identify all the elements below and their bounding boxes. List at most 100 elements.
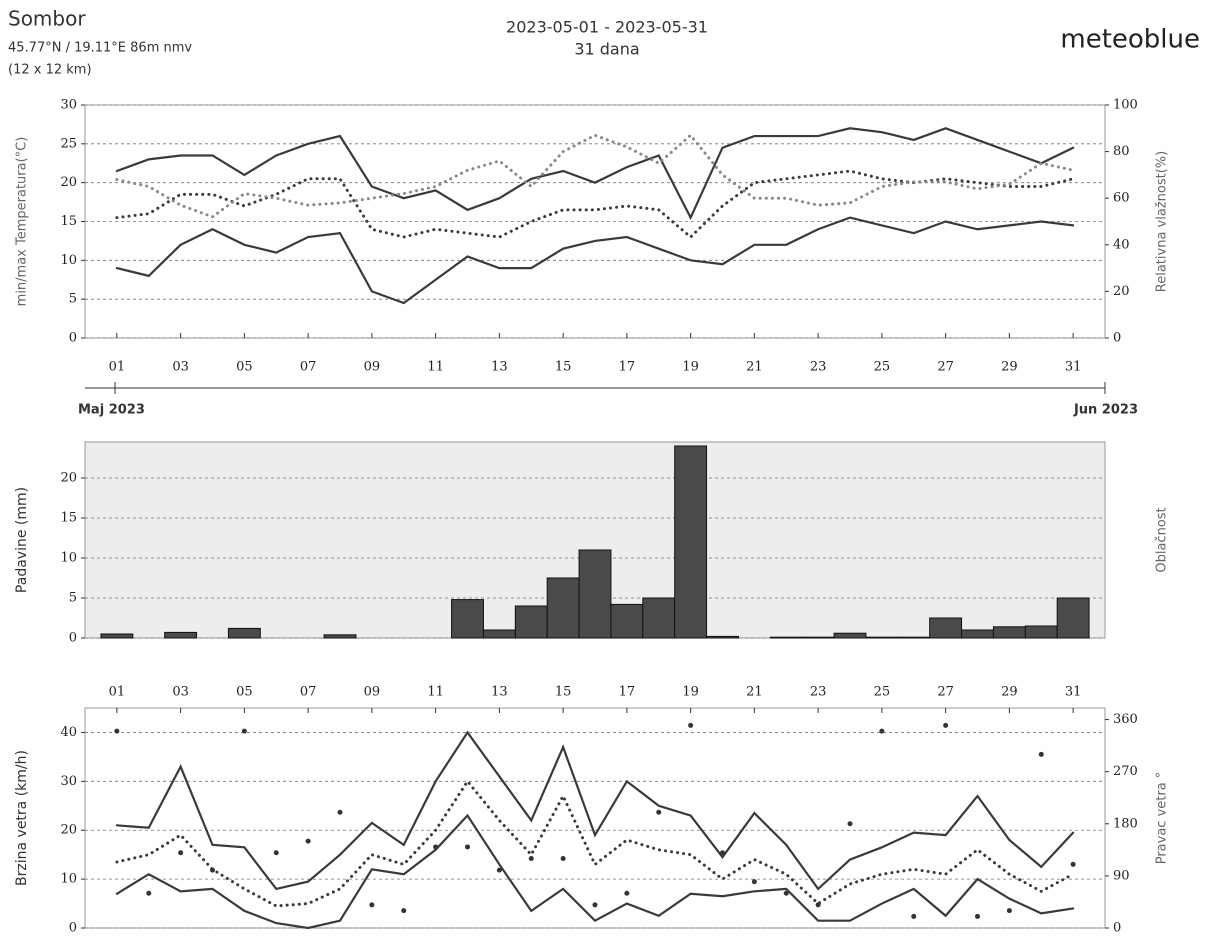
y2-axis-label: Pravac vetra ° <box>1155 772 1170 865</box>
y2-tick-label: 100 <box>1113 98 1138 113</box>
x-tick-label: 19 <box>682 360 699 375</box>
y-tick-label: 10 <box>60 872 77 887</box>
bar <box>482 629 516 639</box>
direction-point <box>751 879 757 885</box>
direction-point <box>337 809 343 815</box>
direction-point <box>114 728 120 734</box>
y-tick-label: 25 <box>60 136 77 151</box>
x-tick-label: 01 <box>109 360 126 375</box>
location: Sombor <box>8 7 86 31</box>
period: 2023-05-01 - 2023-05-31 <box>506 18 708 37</box>
y-tick-label: 30 <box>60 774 77 789</box>
bar <box>1024 625 1058 639</box>
direction-point <box>528 856 534 862</box>
direction-point <box>943 722 949 728</box>
series-line <box>115 133 1075 219</box>
bar <box>546 577 580 639</box>
series-line <box>115 127 1075 221</box>
x-tick-label: 17 <box>619 685 636 700</box>
x-tick-label: 03 <box>172 685 189 700</box>
x-tick-label: 09 <box>364 360 381 375</box>
bar <box>674 445 708 639</box>
direction-point <box>975 913 980 919</box>
y-tick-label: 0 <box>69 921 77 936</box>
bar <box>865 636 899 639</box>
x-tick-label: 01 <box>109 685 126 700</box>
x-tick-label: 25 <box>874 360 891 375</box>
direction-point <box>465 844 470 850</box>
series-line <box>115 813 1075 930</box>
y-axis-label: Padavine (mm) <box>14 487 30 593</box>
x-tick-label: 23 <box>810 360 827 375</box>
y-tick-label: 20 <box>60 471 77 486</box>
bar <box>833 632 867 639</box>
x-tick-label: 31 <box>1065 685 1082 700</box>
y2-tick-label: 20 <box>1113 284 1130 299</box>
brand: meteoblue <box>1060 25 1200 55</box>
direction-point <box>592 902 598 908</box>
x-tick-label: 19 <box>682 685 699 700</box>
direction-point <box>1006 908 1012 914</box>
x-tick-label: 11 <box>427 360 444 375</box>
x-tick-label: 21 <box>746 360 763 375</box>
y-tick-label: 0 <box>69 331 77 346</box>
x-tick-label: 15 <box>555 360 572 375</box>
y2-tick-label: 360 <box>1113 712 1138 727</box>
y2-tick-label: 90 <box>1113 868 1130 883</box>
series-line <box>115 778 1075 908</box>
bar <box>992 626 1026 639</box>
y-axis-label: Brzina vetra (km/h) <box>14 750 30 886</box>
x-tick-label: 29 <box>1001 360 1018 375</box>
x-tick-label: 07 <box>300 360 317 375</box>
y2-tick-label: 270 <box>1113 764 1138 779</box>
x-tick-label: 29 <box>1001 685 1018 700</box>
bar <box>610 603 644 639</box>
direction-point <box>273 850 279 856</box>
bar <box>578 549 612 639</box>
y-tick-label: 10 <box>60 551 77 566</box>
direction-point <box>624 890 630 896</box>
direction-point <box>720 850 725 856</box>
y2-tick-label: 60 <box>1113 191 1130 206</box>
y2-axis-label: Relativna vlažnost(%) <box>1155 151 1170 292</box>
direction-point <box>911 913 917 919</box>
x-tick-label: 09 <box>364 685 381 700</box>
x-tick-label: 13 <box>491 360 508 375</box>
x-tick-label: 27 <box>937 360 954 375</box>
bar <box>897 636 931 639</box>
y-tick-label: 10 <box>60 253 77 268</box>
bar <box>929 617 963 639</box>
series-line <box>115 730 1075 891</box>
month-label: Maj 2023 <box>78 403 145 418</box>
y2-tick-label: 0 <box>1113 331 1121 346</box>
x-tick-label: 23 <box>810 685 827 700</box>
resolution: (12 x 12 km) <box>8 63 92 78</box>
y2-tick-label: 40 <box>1113 237 1130 252</box>
coords: 45.77°N / 19.11°E 86m nmv <box>8 41 192 56</box>
x-tick-label: 17 <box>619 360 636 375</box>
direction-point <box>783 890 789 896</box>
y-tick-label: 15 <box>60 511 77 526</box>
y-tick-label: 30 <box>60 98 77 113</box>
direction-point <box>178 850 184 856</box>
x-tick-label: 03 <box>172 360 189 375</box>
y2-tick-label: 80 <box>1113 144 1130 159</box>
bar <box>642 597 676 639</box>
y-tick-label: 15 <box>60 214 77 229</box>
direction-point <box>847 821 853 827</box>
days: 31 dana <box>574 40 639 59</box>
x-tick-label: 27 <box>937 685 954 700</box>
y-axis-label: min/max Temperatura(°C) <box>15 137 30 307</box>
y-tick-label: 5 <box>69 292 77 307</box>
bar <box>227 627 261 639</box>
series-line <box>115 216 1075 305</box>
y-tick-label: 20 <box>60 175 77 190</box>
x-tick-label: 07 <box>300 685 317 700</box>
x-tick-label: 21 <box>746 685 763 700</box>
direction-point <box>815 902 821 908</box>
bar <box>100 633 134 639</box>
y2-tick-label: 0 <box>1113 921 1121 936</box>
bar <box>323 634 357 639</box>
direction-point <box>656 809 662 815</box>
